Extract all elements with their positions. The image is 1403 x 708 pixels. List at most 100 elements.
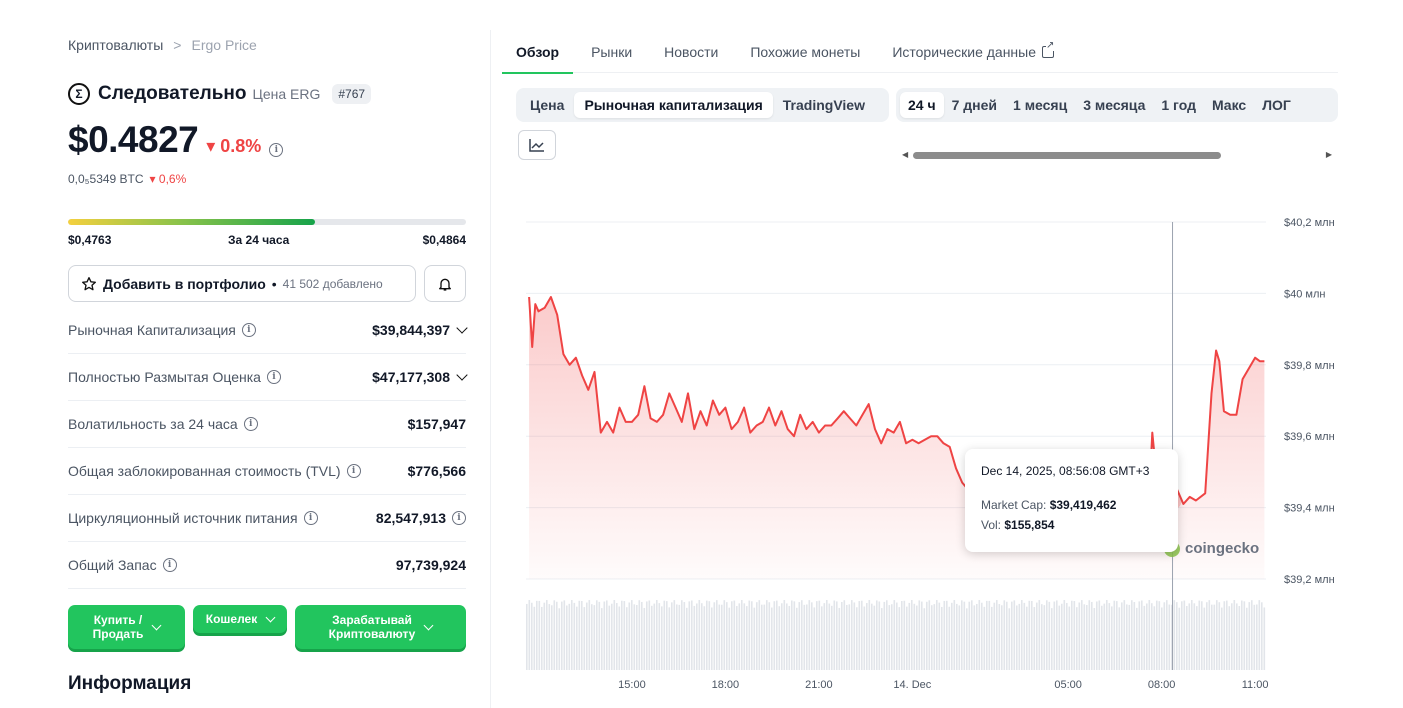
volume-bar	[1056, 600, 1058, 670]
coin-summary-panel: Криптовалюты > Ergo Price Σ Следовательн…	[68, 0, 468, 708]
time-range-option[interactable]: 1 год	[1161, 97, 1196, 113]
volume-bar	[1146, 603, 1148, 670]
chart-tooltip: Dec 14, 2025, 08:56:08 GMT+3 Market Cap:…	[965, 449, 1178, 552]
volume-bar	[603, 601, 606, 670]
info-icon[interactable]: i	[243, 417, 258, 431]
volume-bar	[958, 605, 961, 670]
volume-bar	[701, 603, 703, 670]
volume-bar	[1086, 605, 1088, 670]
volume-bar	[871, 603, 873, 670]
stat-label: Волатильность за 24 часа i	[68, 416, 258, 432]
stat-row[interactable]: Рыночная Капитализация i $39,844,397	[68, 307, 468, 354]
volume-bar	[1178, 607, 1181, 670]
volume-bar	[891, 604, 893, 670]
volume-bar	[1263, 607, 1266, 670]
info-icon[interactable]: i	[162, 558, 177, 572]
chart-mode-option[interactable]: Рыночная капитализация	[574, 92, 773, 118]
scroll-right-icon[interactable]: ▶	[1325, 150, 1332, 159]
market-cap-chart[interactable]: $40,2 млн $40 млн $39,8 млн $39,6 млн $39,4 …	[516, 190, 1338, 695]
tab-3[interactable]: Похожие монеты	[750, 44, 861, 60]
volume-bar	[971, 600, 973, 670]
breadcrumb-root-link[interactable]: Криптовалюты	[68, 37, 164, 53]
time-range-option[interactable]: ЛОГ	[1262, 97, 1291, 113]
volume-bar	[1061, 603, 1063, 670]
chevron-down-icon[interactable]	[456, 322, 468, 334]
scrollbar-thumb[interactable]	[913, 152, 1221, 159]
volume-bar	[686, 607, 688, 670]
volume-bar	[943, 600, 946, 670]
volume-bar	[588, 600, 591, 670]
volume-bar	[991, 606, 993, 670]
volume-bar	[1071, 600, 1073, 670]
volume-bar	[526, 603, 528, 670]
volume-bar	[706, 600, 708, 670]
time-range-option[interactable]: 24 ч	[900, 92, 944, 118]
volume-bar	[1026, 606, 1028, 670]
external-link-icon	[1042, 41, 1055, 58]
volume-bar	[696, 603, 698, 670]
chart-mode-switch: Цена Рыночная капитализация TradingView	[516, 88, 889, 122]
volume-bar	[791, 600, 793, 670]
tab-2[interactable]: Новости	[664, 44, 719, 60]
volume-bar	[931, 605, 933, 670]
chart-type-button[interactable]	[518, 130, 556, 160]
btc-price: 0,0₅5349 BTC	[68, 172, 144, 186]
wallet-button[interactable]: Кошелек	[193, 605, 287, 633]
tab-1[interactable]: Рынки	[591, 44, 633, 60]
volume-bar	[1038, 600, 1041, 670]
volume-bar	[1193, 603, 1196, 670]
volume-bar	[1191, 600, 1193, 670]
info-icon[interactable]: i	[266, 370, 281, 384]
info-icon[interactable]: i	[303, 511, 318, 525]
portfolio-button-label: Добавить в портфолио	[103, 275, 266, 292]
info-icon[interactable]: i	[452, 511, 466, 525]
time-range-option[interactable]: 7 дней	[951, 97, 998, 113]
volume-bar	[898, 607, 901, 670]
volume-bar	[1096, 601, 1098, 670]
volume-bar	[1078, 602, 1081, 670]
scroll-left-icon[interactable]: ◀	[902, 150, 909, 159]
price-alert-button[interactable]	[424, 265, 466, 302]
volume-bar	[558, 608, 561, 670]
volume-bar	[666, 601, 668, 670]
volume-bar	[821, 606, 823, 670]
stat-row[interactable]: Полностью Размытая Оценка i $47,177,308	[68, 354, 468, 401]
chart-mode-option[interactable]: TradingView	[782, 97, 865, 113]
time-range-option[interactable]: 1 месяц	[1013, 97, 1068, 113]
add-to-portfolio-button[interactable]: Добавить в портфолио • 41 502 добавлено	[68, 265, 416, 302]
volume-bar	[578, 600, 581, 670]
time-range-option[interactable]: Макс	[1211, 97, 1247, 113]
volume-bar	[1223, 601, 1226, 670]
volume-bar	[801, 600, 803, 670]
info-icon[interactable]: i	[241, 323, 256, 337]
volume-bar	[973, 605, 976, 670]
volume-bar	[831, 605, 833, 670]
volume-bar	[1256, 604, 1258, 670]
volume-bar	[813, 607, 816, 670]
chevron-down-icon[interactable]	[456, 369, 468, 381]
volume-bar	[1021, 600, 1023, 670]
day-range-label: За 24 часа	[228, 233, 290, 247]
stat-label: Общий Запас i	[68, 557, 177, 573]
volume-bar	[646, 601, 648, 670]
time-range-option[interactable]: 3 месяца	[1083, 97, 1146, 113]
chart-panel: Обзор Рынки Новости Похожие монеты Историчес…	[501, 0, 1338, 708]
tab-0[interactable]: Обзор	[501, 44, 574, 74]
info-icon[interactable]: i	[346, 464, 361, 478]
range-horizontal-scrollbar[interactable]: ◀ ▶	[902, 150, 1332, 160]
volume-bar	[716, 600, 718, 670]
buy-sell-button[interactable]: Купить / Продать	[68, 605, 185, 649]
price-info-icon[interactable]: i	[269, 143, 284, 157]
volume-bar	[908, 602, 911, 670]
volume-bar	[768, 602, 771, 670]
earn-crypto-button[interactable]: Зарабатывай Криптовалюту	[295, 605, 466, 649]
volume-bar	[841, 601, 843, 670]
tab-4[interactable]: Исторические данные	[892, 41, 1055, 73]
volume-bar	[1236, 603, 1238, 670]
volume-bar	[858, 601, 861, 670]
volume-bar	[1008, 608, 1011, 670]
chart-mode-option[interactable]: Цена	[530, 97, 565, 113]
volume-bar	[698, 600, 701, 670]
coin-name: Следовательно	[98, 83, 247, 104]
volume-bar	[1088, 600, 1091, 670]
